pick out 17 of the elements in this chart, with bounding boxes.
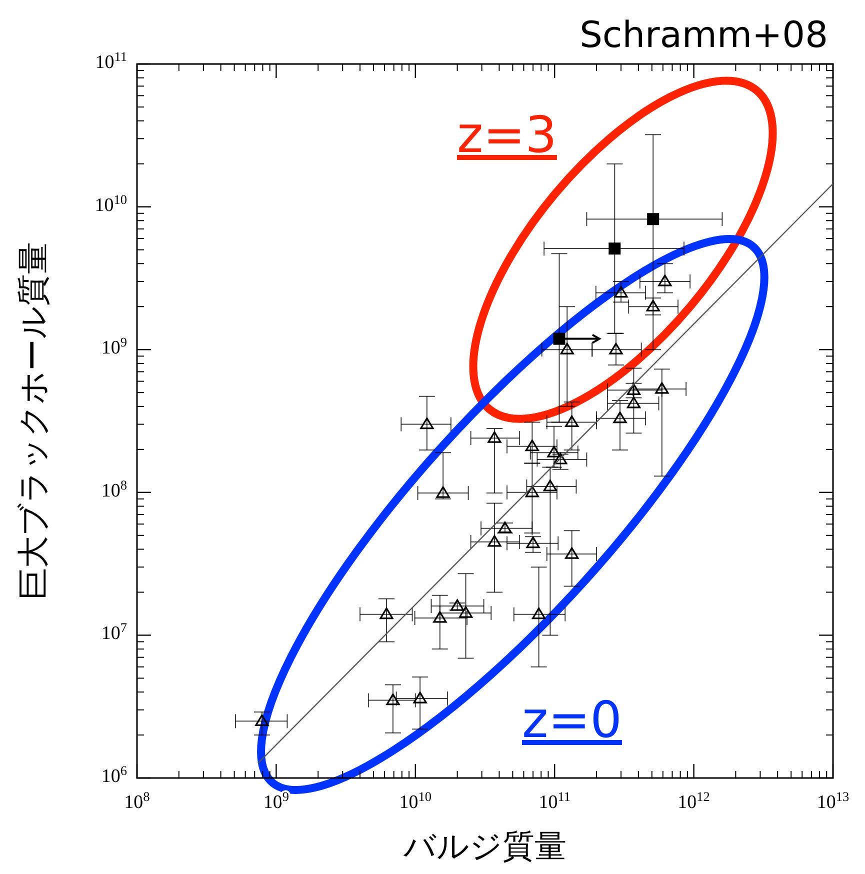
y-tick-label: 10$^{8}$ [101, 476, 128, 502]
x-tick-label: 10$^{10}$ [399, 788, 432, 813]
y-tick-label: 10$^{6}$ [101, 762, 128, 787]
x-tick-label: 10$^{13}$ [816, 788, 850, 813]
y-tick-label: 10$^{7}$ [101, 620, 128, 644]
annotation: z=0 [522, 691, 622, 749]
x-tick-label: 10$^{11}$ [538, 788, 571, 813]
x-tick-label: 10$^{12}$ [678, 788, 710, 813]
y-tick-label: 10$^{9}$ [101, 334, 128, 359]
y-axis-title: 巨大ブラックホール質量 [14, 242, 52, 600]
x-axis-title: バルジ質量 [402, 827, 566, 865]
annotation: z=3 [457, 106, 557, 164]
x-tick-label: 10$^{8}$ [124, 788, 150, 813]
y-tick-label: 10$^{11}$ [95, 48, 127, 73]
x-tick-label: 10$^{9}$ [263, 788, 290, 813]
chart-title: Schramm+08 [580, 15, 828, 56]
y-tick-label: 10$^{10}$ [94, 191, 128, 216]
